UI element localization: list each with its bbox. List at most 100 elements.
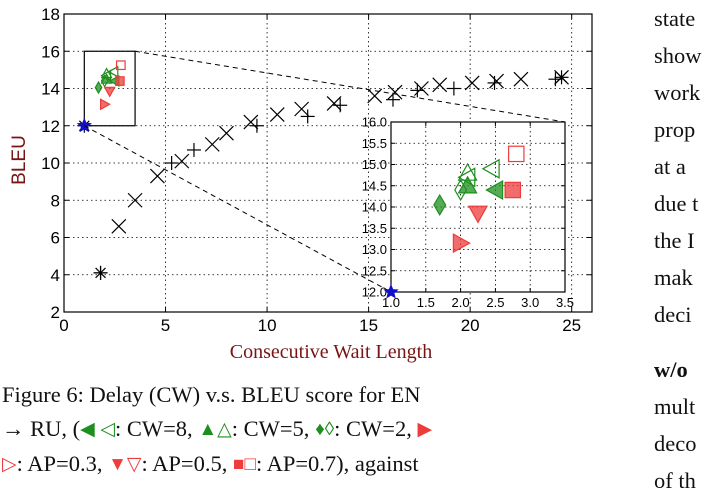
plus-marker xyxy=(487,75,502,90)
open-triangle-left-marker xyxy=(481,158,500,179)
main-x-tick-label: 10 xyxy=(258,316,277,335)
main-x-tick-label: 25 xyxy=(562,316,581,335)
main-y-tick-label: 14 xyxy=(41,80,60,99)
solid-triangle-down-icon: ▼ xyxy=(108,454,127,475)
right-column-text: state show work prop at a due t the I ma… xyxy=(654,0,706,488)
main-y-tick-label: 4 xyxy=(51,266,60,285)
main-axes: 0 5 10 15 20 25 2 4 6 8 10 12 14 16 18 xyxy=(41,5,593,335)
main-x-tick-label: 5 xyxy=(161,316,170,335)
main-y-tick-label: 2 xyxy=(51,303,60,322)
solid-triangle-left-marker xyxy=(485,179,504,201)
main-x-tick-label: 15 xyxy=(359,316,378,335)
main-y-tick-label: 8 xyxy=(51,191,60,210)
x-marker xyxy=(174,153,190,169)
plus-marker xyxy=(446,81,461,96)
open-diamond-marker xyxy=(100,74,109,88)
caption-cw5: : CW=5, xyxy=(231,416,316,441)
x-marker xyxy=(243,114,259,130)
solid-triangle-right-marker xyxy=(452,233,471,254)
x-marker xyxy=(489,73,504,89)
x-marker-stroke xyxy=(432,77,448,93)
right-line: deco xyxy=(654,431,697,456)
asterisk-marker xyxy=(93,265,108,280)
x-marker-stroke xyxy=(387,84,403,100)
open-triangle-left-icon: ◁ xyxy=(100,419,115,440)
figure-caption: Figure 6: Delay (CW) v.s. BLEU score for… xyxy=(2,378,608,482)
x-marker-stroke xyxy=(243,114,259,130)
asterisk-marker-stroke xyxy=(95,267,106,279)
x-marker xyxy=(464,75,480,91)
main-frame xyxy=(63,13,593,313)
x-marker-stroke xyxy=(174,153,190,169)
x-marker xyxy=(413,81,429,96)
bleu-vs-delay-figure: BLEU Consecutive Wait Length 0 5 10 15 20 25 2… xyxy=(9,5,593,363)
main-y-tick-label: 18 xyxy=(41,5,60,24)
x-marker xyxy=(513,71,529,87)
main-y-tick-label: 10 xyxy=(41,154,60,173)
zoom-connector-line xyxy=(84,125,392,293)
right-line: of th xyxy=(654,468,696,488)
x-marker-stroke xyxy=(464,75,480,91)
x-marker xyxy=(294,101,310,117)
caption-ap07: : AP=0.7), against xyxy=(255,451,419,476)
x-axis-label: Consecutive Wait Length xyxy=(230,341,432,363)
inset-y-tick-label: 13.0 xyxy=(362,242,387,257)
solid-square-marker xyxy=(114,76,125,86)
solid-triangle-down-marker xyxy=(467,205,489,224)
inset-y-tick-label: 15.5 xyxy=(362,136,387,151)
right-line: due t xyxy=(654,191,699,216)
main-x-tick-label: 0 xyxy=(59,316,68,335)
right-line: work xyxy=(654,80,701,105)
x-marker-stroke xyxy=(149,168,165,184)
inset-x-tick-label: 2.5 xyxy=(486,295,504,310)
caption-ap05: : AP=0.5, xyxy=(141,451,233,476)
open-triangle-up-icon: △ xyxy=(217,419,232,440)
inset-frame xyxy=(390,121,566,293)
solid-square-marker xyxy=(504,181,522,199)
inset-y-tick-label: 16.0 xyxy=(362,115,387,130)
x-marker-stroke xyxy=(269,107,285,122)
inset-x-tick-label: 3.5 xyxy=(556,295,574,310)
right-line: deci xyxy=(654,302,692,327)
plus-marker xyxy=(333,98,348,113)
right-line: mak xyxy=(654,265,693,290)
x-marker-stroke xyxy=(219,125,234,141)
main-y-tick-label: 12 xyxy=(41,117,60,136)
zoom-connector-line xyxy=(134,50,566,123)
open-triangle-up-marker xyxy=(457,162,478,181)
main-series-layer xyxy=(77,69,569,280)
solid-triangle-right-marker xyxy=(99,98,111,111)
open-square-marker xyxy=(116,60,126,71)
plus-marker xyxy=(385,92,400,107)
x-marker xyxy=(219,125,234,141)
caption-arrow-text: → RU, ( xyxy=(2,416,81,441)
inset-y-tick-label: 13.5 xyxy=(362,221,387,236)
right-line: prop xyxy=(654,117,696,142)
solid-diamond-icon: ♦ xyxy=(315,419,325,440)
open-triangle-up-marker xyxy=(100,67,113,79)
asterisk-marker-stroke xyxy=(556,71,567,83)
zoom-region-box xyxy=(83,50,136,127)
x-marker xyxy=(149,168,165,184)
plus-marker xyxy=(410,83,425,98)
solid-diamond-marker xyxy=(94,80,103,95)
open-triangle-down-icon: ▽ xyxy=(126,454,142,475)
open-triangle-right-icon: ▷ xyxy=(2,454,17,475)
caption-line-3: ▷: AP=0.3, ▼▽: AP=0.5, ■□: AP=0.7), agai… xyxy=(2,447,608,482)
x-marker xyxy=(269,107,285,122)
right-bold-heading: w/o xyxy=(654,357,688,382)
x-marker xyxy=(326,95,342,111)
caption-cw2: : CW=2, xyxy=(334,416,418,441)
inset-y-tick-label: 14.0 xyxy=(362,200,387,215)
x-marker xyxy=(432,77,448,93)
solid-triangle-up-icon: ▲ xyxy=(198,419,218,440)
x-marker-stroke xyxy=(489,73,504,89)
x-marker xyxy=(127,192,143,208)
inset-x-tick-label: 1.0 xyxy=(382,295,400,310)
star-marker xyxy=(383,283,399,299)
caption-ap03: : AP=0.3, xyxy=(16,451,109,476)
right-line: state xyxy=(654,6,696,31)
caption-line-1: Figure 6: Delay (CW) v.s. BLEU score for… xyxy=(2,382,421,407)
inset-y-tick-label: 15.0 xyxy=(362,157,387,172)
inset-x-tick-label: 1.5 xyxy=(417,295,435,310)
